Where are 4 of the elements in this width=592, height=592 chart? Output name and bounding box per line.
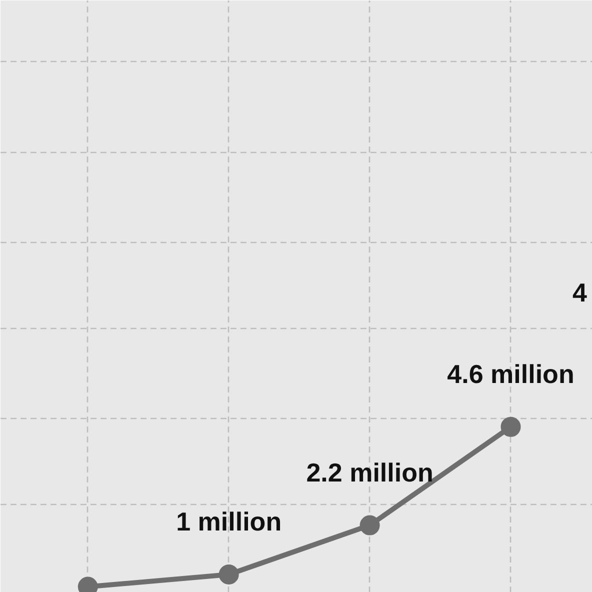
data-label: 4.6 million [447,358,574,389]
annotation: 4 [572,278,588,308]
data-label: 2.2 million [306,457,434,488]
data-label: 1 million [176,506,282,536]
